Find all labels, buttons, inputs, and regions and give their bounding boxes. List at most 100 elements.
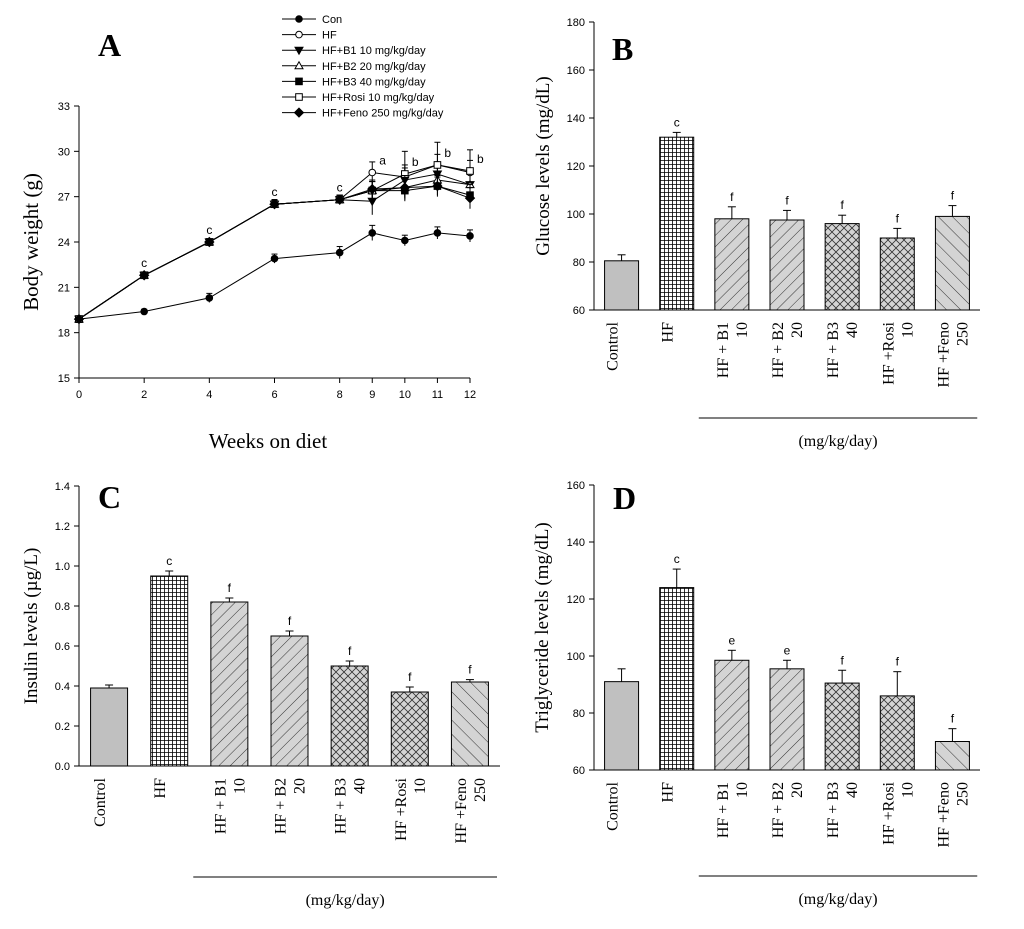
category-label: HF + B2 <box>770 322 787 378</box>
y-tick-label: 160 <box>567 65 585 77</box>
legend-marker <box>294 60 304 70</box>
y-tick-label: 0.8 <box>55 601 70 613</box>
legend-marker <box>293 107 305 118</box>
series-line <box>78 232 471 320</box>
x-tick-label: 11 <box>432 389 443 401</box>
legend-marker <box>295 15 303 23</box>
legend-entry: HF <box>322 30 337 42</box>
data-point <box>368 229 377 237</box>
significance-label: c <box>141 256 147 270</box>
category-label: HF + B2 <box>770 782 787 838</box>
category-label: HF + B1 <box>715 322 732 378</box>
significance-label: f <box>348 644 352 658</box>
category-label: 10 <box>899 782 916 798</box>
panel-d-bar-chart: D 60 80 100 120 140 160 Triglyceride levels (mg… <box>532 480 980 908</box>
y-tick-label: 33 <box>58 101 70 113</box>
category-label: 10 <box>412 778 429 794</box>
significance-label: f <box>951 712 955 726</box>
y-tick-label: 1.4 <box>55 481 70 493</box>
bar <box>879 237 915 311</box>
legend: Con HF HF+B1 10 mg/kg/day HF+B2 20 mg/kg/da… <box>282 14 444 120</box>
bar <box>270 635 309 767</box>
significance-label: c <box>206 223 212 237</box>
y-tick-label: 1.0 <box>55 561 70 573</box>
data-point <box>464 192 476 204</box>
y-tick-label: 180 <box>567 17 585 29</box>
y-tick-label: 15 <box>58 373 70 385</box>
data-point <box>334 194 345 205</box>
legend-entry: HF+B3 40 mg/kg/day <box>322 76 426 88</box>
x-tick-label: 8 <box>337 389 343 401</box>
bar <box>390 691 429 767</box>
significance-label: c <box>166 554 172 568</box>
y-tick-label: 0.0 <box>55 761 70 773</box>
y-tick-label: 21 <box>58 282 70 294</box>
y-tick-label: 140 <box>567 537 585 549</box>
bar <box>824 682 860 771</box>
significance-label: f <box>840 653 844 667</box>
bar <box>934 215 970 311</box>
panel-label: C <box>98 479 121 515</box>
panel-label: D <box>613 480 636 516</box>
data-point <box>140 307 148 316</box>
data-point <box>466 167 474 175</box>
category-label: 10 <box>899 322 916 338</box>
category-label: Control <box>605 781 622 830</box>
bar <box>879 695 915 771</box>
bar <box>824 223 860 311</box>
bar <box>934 741 970 771</box>
x-tick-label: 2 <box>141 389 147 401</box>
category-label: HF + B3 <box>333 778 350 834</box>
legend-entry: Con <box>322 14 342 26</box>
significance-label: c <box>674 552 680 566</box>
y-tick-label: 140 <box>567 113 585 125</box>
legend-marker <box>294 46 304 56</box>
series-6 <box>73 175 476 325</box>
y-tick-label: 100 <box>567 651 585 663</box>
significance-label: c <box>674 115 680 129</box>
data-point <box>205 294 214 302</box>
series-5 <box>75 141 474 323</box>
y-tick-label: 80 <box>573 257 585 269</box>
category-label: HF + B3 <box>825 782 842 838</box>
data-point <box>269 199 280 210</box>
significance-label: f <box>288 614 292 628</box>
x-tick-label: 0 <box>76 389 82 401</box>
bar <box>714 218 750 311</box>
data-point <box>401 236 409 245</box>
data-point <box>270 254 279 263</box>
legend-marker <box>295 93 303 101</box>
legend-entry: HF+Rosi 10 mg/kg/day <box>322 92 435 104</box>
data-point <box>433 229 442 237</box>
data-point <box>433 161 442 169</box>
y-tick-label: 60 <box>573 305 585 317</box>
y-tick-label: 27 <box>58 192 70 204</box>
y-tick-label: 80 <box>573 708 585 720</box>
significance-label: f <box>730 190 734 204</box>
category-label: 20 <box>292 778 309 794</box>
significance-label: f <box>896 655 900 669</box>
category-label: HF <box>152 778 169 799</box>
bar <box>659 587 695 771</box>
significance-label: c <box>337 181 343 195</box>
data-point <box>399 182 411 193</box>
legend-entry: HF+B1 10 mg/kg/day <box>322 45 426 57</box>
bar <box>330 665 369 767</box>
panel-label: B <box>612 31 633 67</box>
significance-label: f <box>785 193 789 207</box>
y-tick-label: 30 <box>58 146 70 158</box>
significance-label: b <box>444 146 451 160</box>
bar <box>769 668 805 771</box>
bar <box>150 575 189 767</box>
y-tick-label: 120 <box>567 594 585 606</box>
x-tick-label: 12 <box>464 389 476 401</box>
data-point <box>432 180 443 192</box>
category-label: HF <box>660 322 677 343</box>
x-axis-title: Weeks on diet <box>209 429 328 453</box>
significance-label: f <box>951 189 955 203</box>
x-tick-label: 6 <box>271 389 277 401</box>
category-label: 10 <box>734 322 751 338</box>
significance-label: f <box>840 198 844 212</box>
